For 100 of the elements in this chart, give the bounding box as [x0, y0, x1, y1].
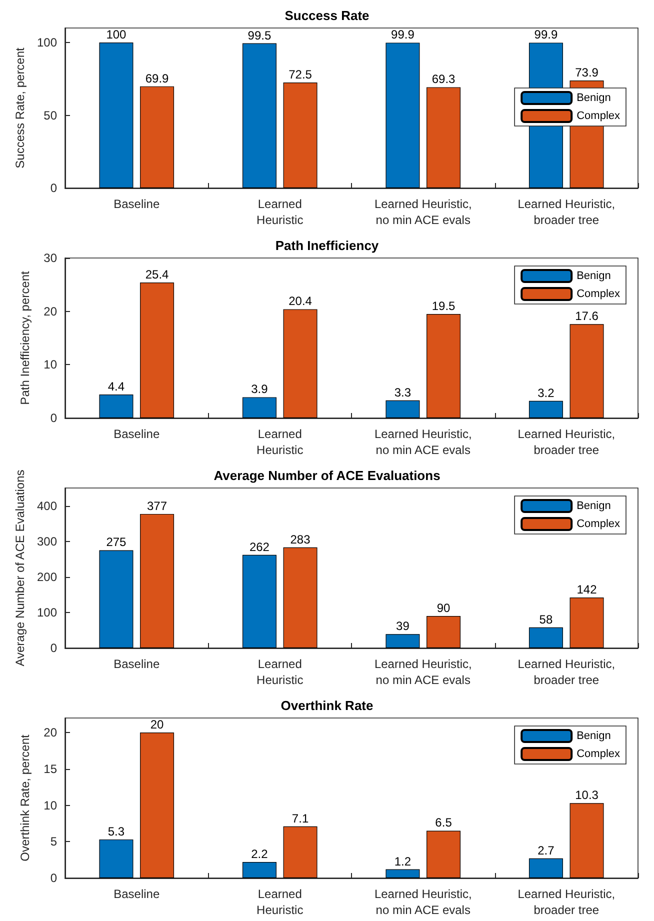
bar [426, 830, 461, 878]
y-tick-label: 15 [44, 762, 58, 776]
x-tick-label: Learned Heuristic, broader tree [518, 887, 616, 917]
bar [140, 282, 174, 418]
bar [99, 839, 134, 878]
legend-label: Benign [576, 92, 611, 104]
y-tick-label: 20 [44, 304, 58, 318]
y-tick-label: 300 [36, 534, 58, 548]
y-tick-label: 5 [50, 834, 58, 849]
x-tick-label: Learned Heuristic, no min ACE evals [374, 887, 472, 917]
bar [283, 82, 318, 188]
bar [570, 803, 604, 878]
y-tick-label: 0 [50, 871, 58, 885]
data-label: 73.9 [575, 66, 599, 80]
legend-label: Benign [576, 730, 611, 742]
data-label: 262 [249, 540, 270, 554]
data-label: 99.5 [248, 28, 272, 42]
legend-label: Benign [576, 270, 611, 282]
legend-label: Complex [576, 288, 620, 300]
bar [283, 309, 318, 418]
bar [426, 616, 461, 648]
x-tick-label: Baseline [114, 427, 160, 441]
bar [386, 42, 420, 188]
data-label: 100 [106, 28, 127, 42]
bar [528, 400, 563, 418]
bar [426, 314, 461, 418]
x-tick-label: Baseline [114, 197, 160, 211]
bar [99, 550, 134, 648]
x-tick-label: Learned Heuristic, broader tree [518, 427, 616, 457]
bar [386, 869, 420, 878]
data-label: 90 [436, 601, 451, 615]
y-tick-label: 200 [36, 570, 58, 584]
data-label: 72.5 [288, 68, 312, 82]
data-label: 58 [539, 612, 553, 626]
legend-label: Complex [576, 748, 620, 760]
data-label: 20 [150, 718, 164, 732]
bar [528, 858, 563, 878]
data-label: 20.4 [288, 294, 312, 308]
legend-label: Benign [576, 500, 611, 512]
data-label: 99.9 [534, 28, 558, 42]
data-label: 377 [147, 498, 168, 513]
data-label: 275 [106, 535, 127, 550]
data-label: 7.1 [292, 811, 309, 826]
data-label: 39 [396, 619, 410, 634]
chart-title: Path Inefficiency [275, 238, 380, 253]
bar [242, 862, 276, 878]
y-tick-label: 0 [50, 181, 58, 195]
data-label: 69.9 [145, 71, 170, 86]
x-tick-label: Learned Heuristic, no min ACE evals [374, 657, 472, 687]
chart-title: Average Number of ACE Evaluations [214, 468, 440, 483]
legend-label: Complex [576, 518, 620, 530]
bar [426, 87, 461, 188]
bar [283, 826, 318, 878]
y-axis-title: Average Number of ACE Evaluations [13, 470, 28, 666]
data-label: 69.3 [432, 72, 456, 86]
y-axis-title: Path Inefficiency, percent [18, 270, 32, 405]
bar [99, 42, 134, 188]
y-axis-title: Success Rate, percent [13, 46, 28, 168]
bar [528, 627, 563, 648]
data-label: 4.4 [108, 380, 125, 394]
data-label: 10.3 [575, 788, 599, 802]
bar [283, 547, 318, 648]
y-tick-label: 50 [44, 108, 58, 122]
x-tick-label: Learned Heuristic, broader tree [518, 657, 616, 687]
data-label: 2.2 [251, 847, 268, 861]
y-tick-label: 30 [44, 251, 58, 265]
y-tick-label: 10 [44, 798, 58, 812]
data-label: 3.3 [394, 385, 412, 400]
chart-title: Overthink Rate [280, 698, 374, 713]
data-label: 5.3 [108, 824, 125, 838]
legend-label: Complex [576, 110, 620, 122]
y-axis-title: Overthink Rate, percent [18, 734, 32, 862]
bar [570, 598, 604, 648]
x-tick-label: Learned Heuristic [256, 657, 304, 687]
chart-title: Success Rate [284, 8, 370, 23]
x-tick-label: Learned Heuristic, broader tree [518, 197, 616, 227]
bar [99, 394, 134, 418]
bar [140, 514, 174, 648]
y-tick-label: 400 [36, 498, 58, 513]
data-label: 3.9 [251, 382, 268, 396]
y-tick-label: 10 [44, 358, 58, 372]
bar [140, 86, 174, 188]
data-label: 99.9 [391, 28, 415, 42]
data-label: 283 [290, 532, 311, 546]
data-label: 1.2 [394, 854, 412, 868]
x-tick-label: Learned Heuristic [256, 197, 304, 227]
bar [242, 43, 276, 188]
x-tick-label: Baseline [114, 657, 160, 671]
x-tick-label: Learned Heuristic, no min ACE evals [374, 197, 472, 227]
data-label: 17.6 [575, 309, 599, 324]
x-tick-label: Baseline [114, 887, 160, 901]
bar [242, 397, 276, 418]
y-tick-label: 20 [44, 726, 58, 740]
bar [570, 324, 604, 418]
data-label: 2.7 [538, 843, 555, 858]
x-tick-label: Learned Heuristic, no min ACE evals [374, 427, 472, 457]
y-tick-label: 0 [50, 641, 58, 655]
data-label: 3.2 [538, 386, 555, 400]
y-tick-label: 100 [36, 605, 58, 620]
bar [386, 634, 420, 648]
